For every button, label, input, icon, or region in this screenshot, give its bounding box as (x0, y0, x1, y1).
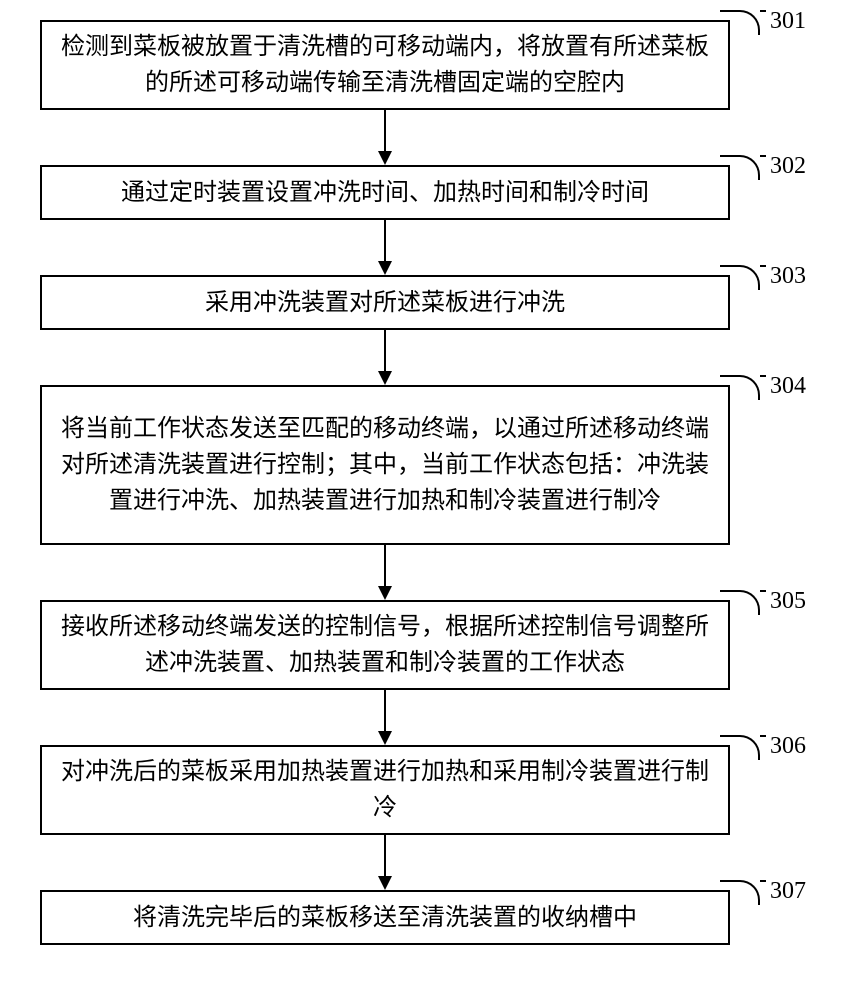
leader-line (720, 880, 760, 905)
flow-arrow (365, 545, 405, 600)
flow-arrow (365, 690, 405, 745)
step-ref-306: 306 (770, 733, 806, 760)
step-ref-303: 303 (770, 263, 806, 290)
leader-line (760, 10, 766, 12)
step-ref-301: 301 (770, 8, 806, 35)
step-ref-307: 307 (770, 878, 806, 905)
flow-step-307: 将清洗完毕后的菜板移送至清洗装置的收纳槽中 (40, 890, 730, 945)
leader-line (760, 265, 766, 267)
leader-line (720, 590, 760, 615)
flow-step-text: 将当前工作状态发送至匹配的移动终端，以通过所述移动终端对所述清洗装置进行控制；其… (58, 411, 712, 519)
flow-step-305: 接收所述移动终端发送的控制信号，根据所述控制信号调整所述冲洗装置、加热装置和制冷… (40, 600, 730, 690)
step-ref-305: 305 (770, 588, 806, 615)
leader-line (720, 10, 760, 35)
flow-arrow (365, 220, 405, 275)
flow-arrow (365, 835, 405, 890)
flow-step-text: 检测到菜板被放置于清洗槽的可移动端内，将放置有所述菜板的所述可移动端传输至清洗槽… (58, 29, 712, 101)
flow-step-text: 采用冲洗装置对所述菜板进行冲洗 (205, 285, 565, 321)
leader-line (720, 265, 760, 290)
flow-step-306: 对冲洗后的菜板采用加热装置进行加热和采用制冷装置进行制冷 (40, 745, 730, 835)
leader-line (720, 735, 760, 760)
leader-line (720, 155, 760, 180)
flow-step-303: 采用冲洗装置对所述菜板进行冲洗 (40, 275, 730, 330)
leader-line (760, 375, 766, 377)
leader-line (720, 375, 760, 400)
flowchart-canvas: 检测到菜板被放置于清洗槽的可移动端内，将放置有所述菜板的所述可移动端传输至清洗槽… (0, 0, 849, 1000)
leader-line (760, 880, 766, 882)
flow-step-304: 将当前工作状态发送至匹配的移动终端，以通过所述移动终端对所述清洗装置进行控制；其… (40, 385, 730, 545)
flow-step-text: 对冲洗后的菜板采用加热装置进行加热和采用制冷装置进行制冷 (58, 754, 712, 826)
leader-line (760, 590, 766, 592)
leader-line (760, 155, 766, 157)
flow-arrow (365, 110, 405, 165)
flow-step-text: 接收所述移动终端发送的控制信号，根据所述控制信号调整所述冲洗装置、加热装置和制冷… (58, 609, 712, 681)
flow-step-301: 检测到菜板被放置于清洗槽的可移动端内，将放置有所述菜板的所述可移动端传输至清洗槽… (40, 20, 730, 110)
flow-step-text: 将清洗完毕后的菜板移送至清洗装置的收纳槽中 (133, 900, 637, 936)
step-ref-302: 302 (770, 153, 806, 180)
leader-line (760, 735, 766, 737)
flow-arrow (365, 330, 405, 385)
flow-step-302: 通过定时装置设置冲洗时间、加热时间和制冷时间 (40, 165, 730, 220)
step-ref-304: 304 (770, 373, 806, 400)
flow-step-text: 通过定时装置设置冲洗时间、加热时间和制冷时间 (121, 175, 649, 211)
